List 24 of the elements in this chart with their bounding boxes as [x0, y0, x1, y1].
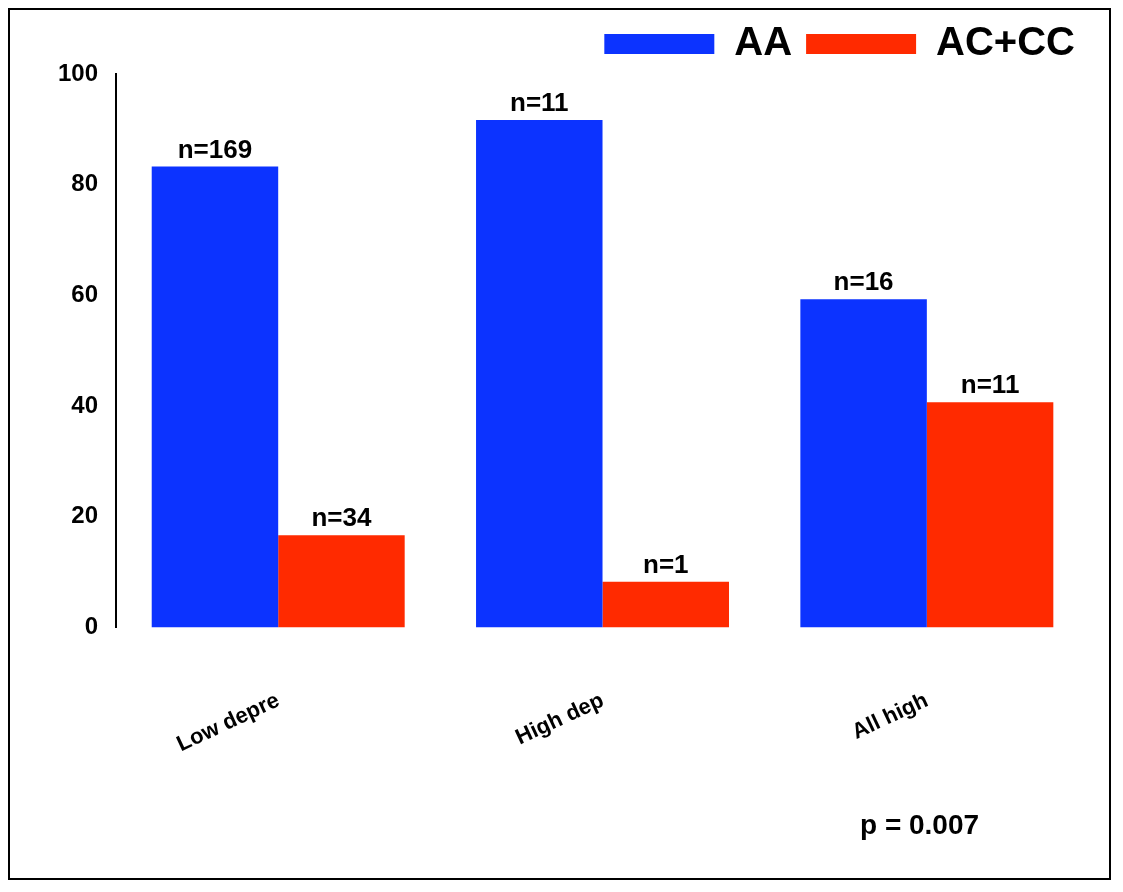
text: p = 0.007 [860, 808, 980, 840]
y-tick-label: 20 [71, 501, 99, 529]
annotation: n=1 [643, 548, 689, 579]
y-tick-label: 0 [84, 612, 99, 640]
x-tick-label: High dep [511, 686, 608, 750]
annotation: n=16 [833, 266, 894, 297]
y-tick-label: 40 [71, 390, 99, 418]
bar [926, 402, 1054, 628]
y-tick-label: 100 [58, 58, 99, 86]
bar [151, 166, 279, 628]
x-tick-label: Low depre [172, 686, 283, 757]
bar [602, 581, 730, 628]
y-tick-label: 60 [71, 280, 99, 308]
bar [278, 535, 405, 628]
bar [800, 299, 927, 628]
y-tick-label: 80 [71, 169, 99, 197]
annotation: n=11 [960, 369, 1020, 400]
annotation: n=169 [177, 133, 253, 164]
bar [476, 119, 603, 628]
legend-label: AA [734, 19, 793, 64]
annotation: n=34 [311, 502, 372, 533]
legend-label: AC+CC [936, 19, 1075, 64]
x-tick-label: All high [847, 686, 932, 744]
annotation: n=11 [510, 87, 569, 118]
